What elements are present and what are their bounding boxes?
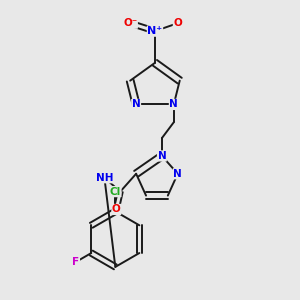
Text: N: N xyxy=(132,99,140,110)
Text: O⁻: O⁻ xyxy=(123,18,137,28)
Text: N: N xyxy=(158,151,166,161)
Text: NH: NH xyxy=(96,173,113,183)
Text: O: O xyxy=(173,18,182,28)
Text: Cl: Cl xyxy=(110,187,121,196)
Text: N⁺: N⁺ xyxy=(147,26,163,36)
Text: N: N xyxy=(173,169,182,179)
Text: O: O xyxy=(112,204,121,214)
Text: N: N xyxy=(169,99,178,110)
Text: F: F xyxy=(72,257,80,267)
